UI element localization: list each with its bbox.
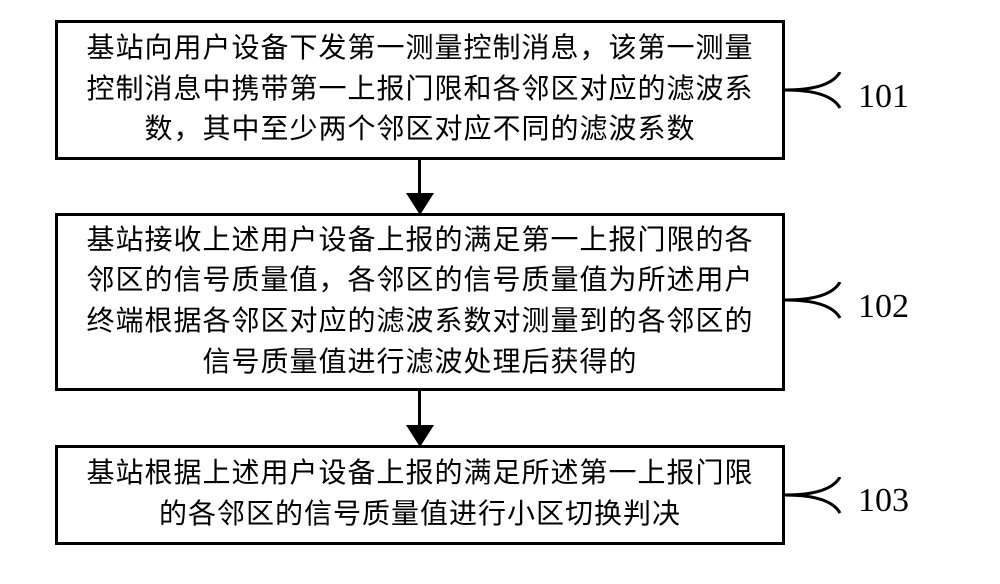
flow-step-3: 基站根据上述用户设备上报的满足所述第一上报门限的各邻区的信号质量值进行小区切换判… — [55, 445, 785, 545]
step-label-1: 101 — [858, 78, 909, 116]
arrow-head-2-3 — [406, 425, 434, 447]
flow-step-2-text: 基站接收上述用户设备上报的满足第一上报门限的各邻区的信号质量值，各邻区的信号质量… — [78, 221, 762, 383]
step-label-3: 103 — [858, 482, 909, 520]
arrow-head-1-2 — [406, 193, 434, 215]
connector-curve-3 — [785, 477, 860, 517]
flow-step-1-text: 基站向用户设备下发第一测量控制消息，该第一测量控制消息中携带第一上报门限和各邻区… — [78, 29, 762, 151]
connector-curve-1 — [785, 72, 860, 112]
flow-step-1: 基站向用户设备下发第一测量控制消息，该第一测量控制消息中携带第一上报门限和各邻区… — [55, 20, 785, 160]
flow-step-2: 基站接收上述用户设备上报的满足第一上报门限的各邻区的信号质量值，各邻区的信号质量… — [55, 213, 785, 391]
connector-curve-2 — [785, 282, 860, 322]
flow-step-3-text: 基站根据上述用户设备上报的满足所述第一上报门限的各邻区的信号质量值进行小区切换判… — [78, 454, 762, 535]
step-label-2: 102 — [858, 288, 909, 326]
